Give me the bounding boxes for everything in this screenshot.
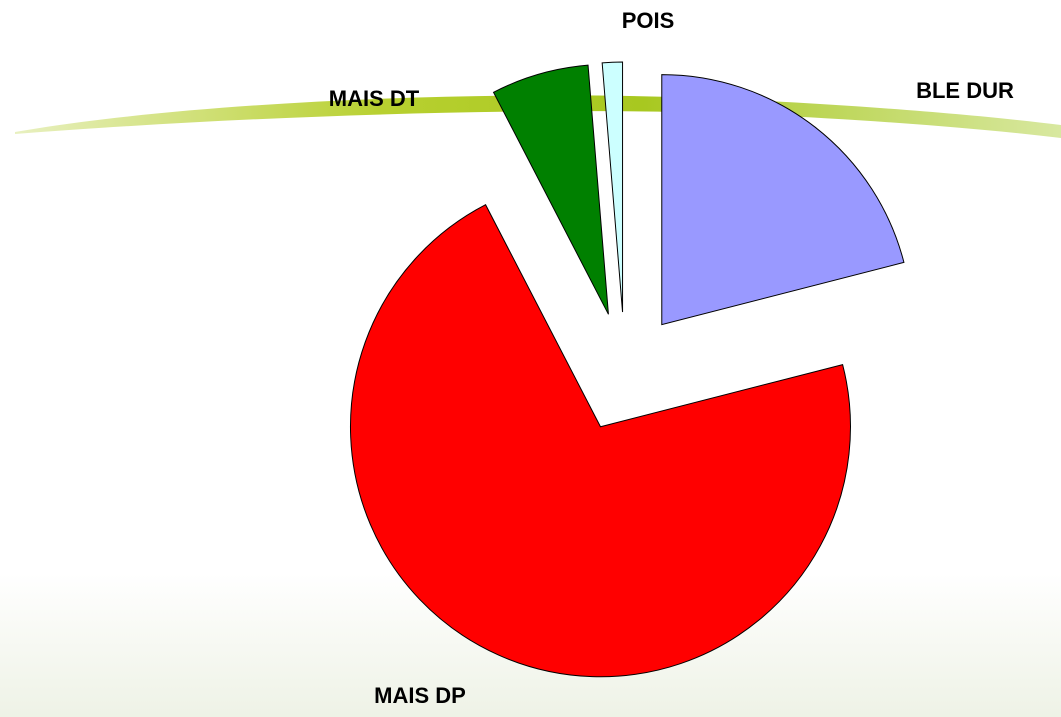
pie-slice [349,204,851,678]
swoosh [15,95,1061,138]
slice-label: BLE DUR [916,78,1014,103]
slice-label: POIS [622,8,675,33]
pie [349,61,905,678]
pie-slice [601,61,624,313]
slice-label: MAIS DT [329,86,420,111]
pie-slice [661,74,905,326]
slice-label: MAIS DP [374,683,466,708]
pie-slice [492,64,609,315]
